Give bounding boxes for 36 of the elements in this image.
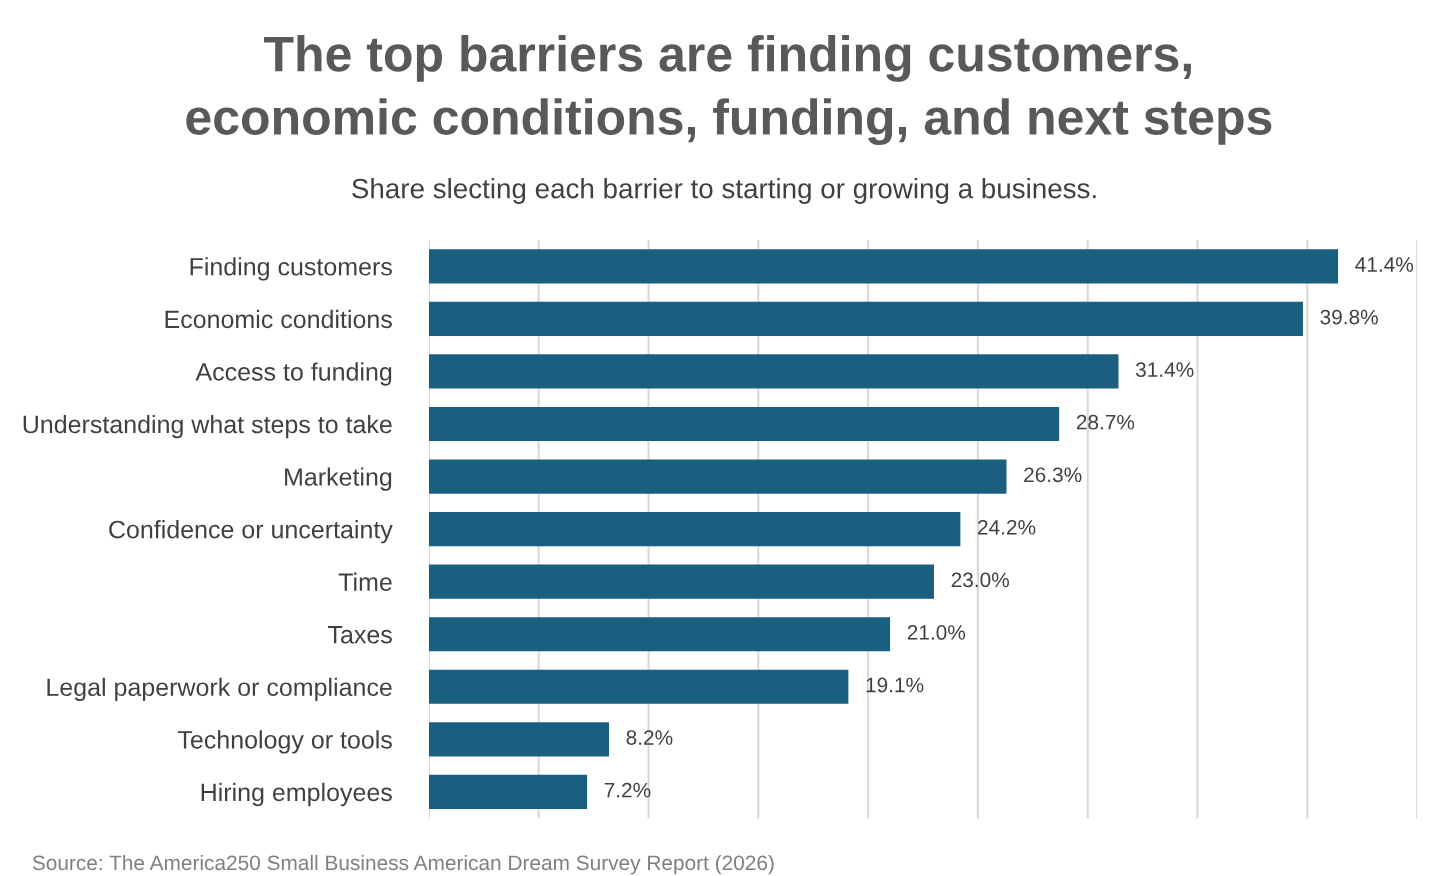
y-tick-label: Economic conditions [165,309,392,329]
bar [428,564,934,599]
bar [428,512,961,547]
bar [428,617,891,652]
data-label: 23.0% [951,572,1009,588]
chart-subtitle: Share slecting each barrier to starting or growing a business. [352,178,1096,204]
data-label: 7.2% [604,782,651,798]
y-tick-label: Time [338,572,392,591]
bar [428,301,1303,336]
y-tick-label: Finding customers [190,257,392,281]
data-label: 28.7% [1076,414,1135,430]
bar [428,354,1119,389]
y-tick-label: Access to funding [195,362,392,386]
y-tick-label: Understanding what steps to take [23,414,392,439]
y-tick-label: Legal paperwork or compliance [47,677,392,702]
source-note: Source: The America250 Small Business American Dream Survey Report (2026) [32,854,774,875]
bar [428,669,849,704]
data-label: 41.4% [1355,257,1414,272]
y-tick-label: Hiring employees [201,782,392,807]
data-label: 24.2% [978,519,1036,535]
y-tick-label: Taxes [328,626,392,644]
data-label: 8.2% [626,730,673,745]
bar [428,459,1007,494]
data-label: 19.1% [866,677,924,693]
data-label: 39.8% [1320,309,1378,325]
bar [428,406,1060,442]
chart-title: The top barriers are finding customers, economic conditions, funding, and next steps [186,35,1272,145]
y-tick-label: Confidence or uncertainty [109,520,393,544]
bar [428,249,1339,284]
bar [428,774,588,809]
y-tick-label: Marketing [285,467,392,491]
bar [428,722,609,757]
data-label: 26.3% [1024,467,1082,483]
y-tick-label: Technology or tools [177,730,392,754]
data-label: 31.4% [1135,362,1194,378]
data-label: 21.0% [907,625,966,640]
